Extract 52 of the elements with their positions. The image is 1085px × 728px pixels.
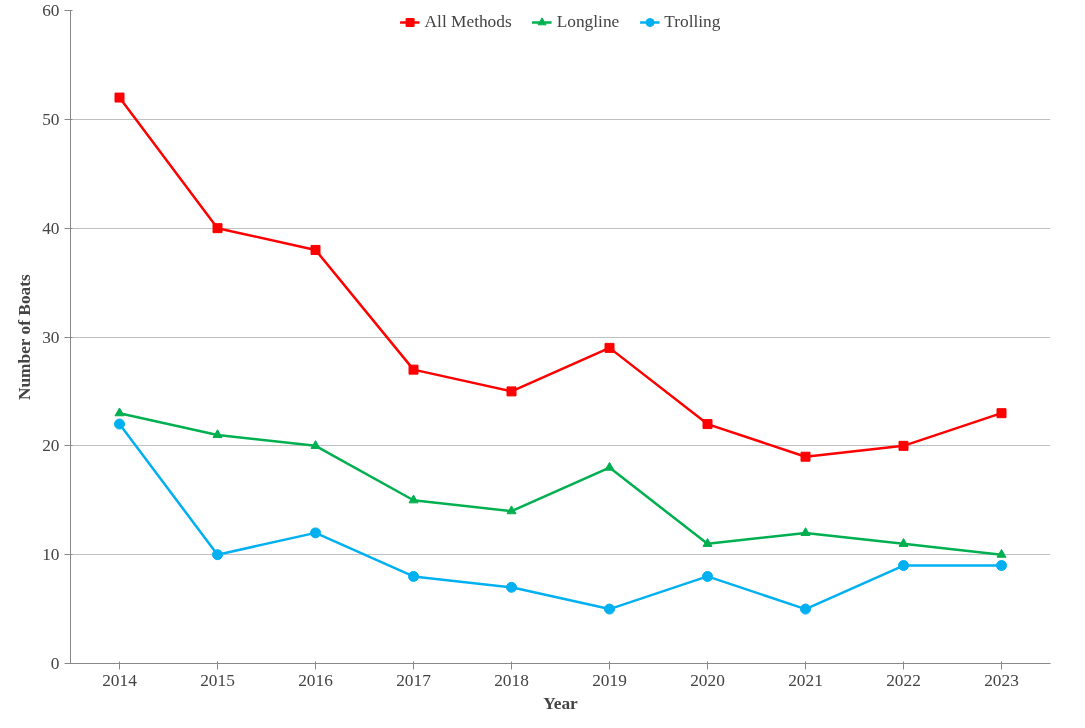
point <box>408 494 419 504</box>
point <box>506 386 517 397</box>
point <box>604 461 615 471</box>
x-tick-label: 2015 <box>200 670 235 690</box>
point <box>506 505 517 515</box>
y-tick-label: 0 <box>50 654 60 673</box>
y-tick-label: 10 <box>42 545 60 565</box>
point <box>702 538 713 547</box>
point <box>212 429 223 439</box>
x-tick-label: 2023 <box>984 670 1019 690</box>
x-tick-label: 2020 <box>690 670 725 690</box>
x-tick-label: 2021 <box>788 670 823 690</box>
point <box>800 451 811 462</box>
point <box>604 342 615 353</box>
point <box>212 223 223 234</box>
y-axis-title: Number of Boats <box>15 274 35 401</box>
point <box>310 440 321 449</box>
point <box>114 92 125 103</box>
x-axis-title: Year <box>543 693 579 713</box>
y-tick-label: 50 <box>42 109 60 129</box>
legend-label: All Methods <box>424 12 512 32</box>
x-tick-label: 2016 <box>298 670 334 690</box>
x-tick-label: 2014 <box>102 670 138 690</box>
point <box>310 527 321 539</box>
point <box>114 407 125 417</box>
point <box>898 538 909 547</box>
point <box>800 603 811 615</box>
x-tick-label: 2018 <box>494 670 529 690</box>
point <box>702 570 713 582</box>
x-tick-label: 2017 <box>396 670 432 690</box>
point <box>996 560 1007 572</box>
point <box>408 570 419 582</box>
point <box>702 419 713 430</box>
point <box>898 560 909 572</box>
point <box>506 581 517 593</box>
y-tick-label: 30 <box>42 327 60 347</box>
point <box>212 549 223 561</box>
x-tick-label: 2022 <box>886 670 921 690</box>
x-tick-label: 2019 <box>592 670 627 690</box>
legend-label: Trolling <box>664 12 721 32</box>
legend-label: Longline <box>556 12 620 32</box>
point <box>996 408 1007 419</box>
y-tick-label: 20 <box>42 436 60 456</box>
point <box>310 244 321 255</box>
point <box>800 527 811 536</box>
point <box>114 418 125 430</box>
point <box>408 364 419 375</box>
y-tick-label: 60 <box>42 1 60 20</box>
point <box>898 440 909 451</box>
point <box>996 548 1007 558</box>
point <box>604 603 615 615</box>
y-tick-label: 40 <box>42 218 60 238</box>
